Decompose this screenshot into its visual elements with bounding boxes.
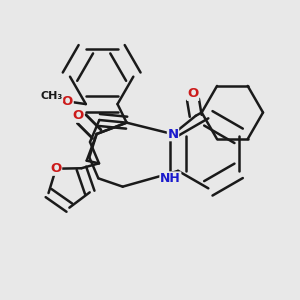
Text: NH: NH <box>160 172 181 185</box>
Text: CH₃: CH₃ <box>40 92 63 101</box>
Text: N: N <box>167 128 178 141</box>
Text: O: O <box>188 87 199 100</box>
Text: O: O <box>73 109 84 122</box>
Text: O: O <box>62 95 73 108</box>
Text: O: O <box>50 162 62 175</box>
